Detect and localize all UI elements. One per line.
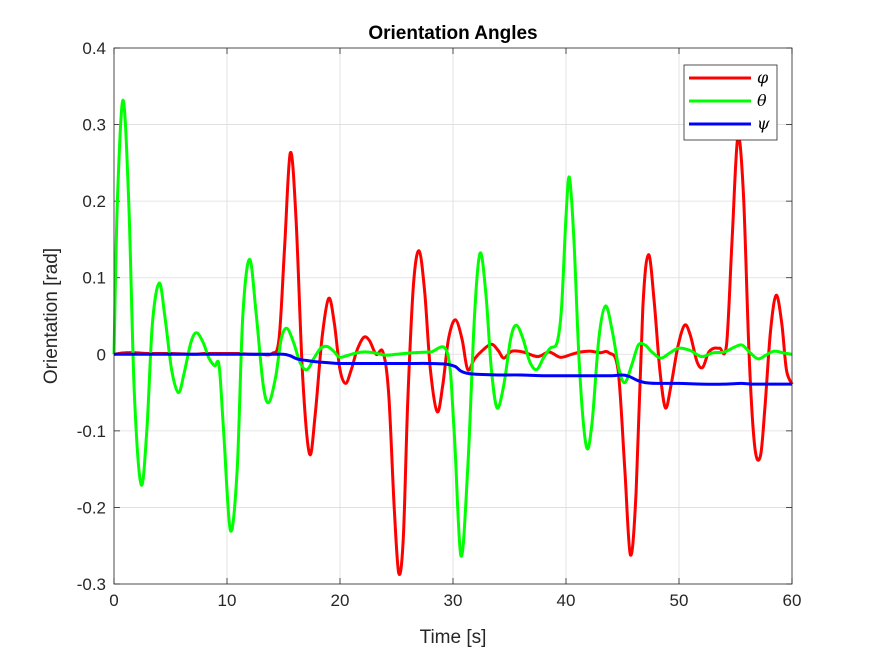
y-tick-label: -0.3	[77, 575, 106, 594]
series-layer	[112, 98, 794, 576]
axis-ticks: 0 10 20 30 40 50 60 -0.3 -0.2 -0.1 0 0.1 0.2 0.3 0.4	[77, 39, 802, 610]
x-axis-label: Time [s]	[420, 627, 487, 648]
y-tick-label: 0.2	[82, 192, 106, 211]
y-tick-label: -0.1	[77, 422, 106, 441]
x-tick-label: 30	[444, 591, 463, 610]
legend-label-phi: φ	[757, 68, 769, 87]
y-tick-label: -0.2	[77, 498, 106, 517]
x-tick-label: 60	[783, 591, 802, 610]
y-tick-label: 0.4	[82, 39, 106, 58]
x-tick-label: 10	[218, 591, 237, 610]
series-line-theta	[112, 98, 793, 558]
x-tick-label: 0	[109, 591, 118, 610]
chart-title: Orientation Angles	[368, 23, 537, 44]
y-tick-label: 0.1	[82, 269, 106, 288]
x-tick-label: 40	[557, 591, 576, 610]
y-tick-label: 0.3	[82, 116, 106, 135]
y-tick-label: 0	[97, 345, 106, 364]
legend: φ θ ψ	[683, 64, 778, 141]
y-axis-label: Orientation [rad]	[41, 248, 62, 384]
x-tick-label: 50	[670, 591, 689, 610]
x-tick-label: 20	[331, 591, 350, 610]
plot-box	[113, 47, 793, 585]
legend-label-theta: θ	[757, 91, 767, 110]
legend-label-psi: ψ	[757, 114, 770, 133]
series-line-psi	[114, 352, 792, 386]
